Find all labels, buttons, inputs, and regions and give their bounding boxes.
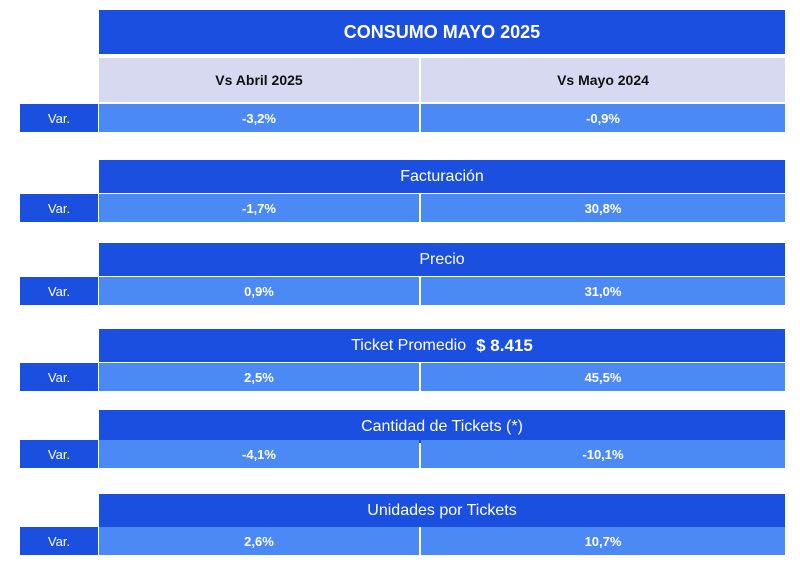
- var-label: Var.: [20, 440, 98, 468]
- section-header-ticket-promedio: Ticket Promedio $ 8.415: [99, 329, 785, 362]
- column-header-vs-mayo: Vs Mayo 2024: [421, 58, 785, 102]
- unidades-tickets-vs-mayo-value: 10,7%: [421, 527, 785, 555]
- consumo-vs-mayo-value: -0,9%: [421, 104, 785, 132]
- precio-vs-abril-value: 0,9%: [99, 277, 419, 305]
- section-title: Precio: [419, 250, 465, 268]
- section-header-cantidad-tickets: Cantidad de Tickets (*): [99, 410, 785, 443]
- section-title: Facturación: [400, 167, 484, 185]
- ticket-promedio-vs-abril-value: 2,5%: [99, 363, 419, 391]
- var-label: Var.: [20, 363, 98, 391]
- ticket-promedio-amount: $ 8.415: [476, 335, 533, 355]
- facturacion-vs-abril-value: -1,7%: [99, 194, 419, 222]
- var-label: Var.: [20, 277, 98, 305]
- cantidad-tickets-vs-abril-value: -4,1%: [99, 440, 419, 468]
- ticket-promedio-vs-mayo-value: 45,5%: [421, 363, 785, 391]
- section-title: Ticket Promedio: [351, 336, 467, 354]
- facturacion-vs-mayo-value: 30,8%: [421, 194, 785, 222]
- var-label: Var.: [20, 104, 98, 132]
- consumo-vs-abril-value: -3,2%: [99, 104, 419, 132]
- unidades-tickets-vs-abril-value: 2,6%: [99, 527, 419, 555]
- var-label: Var.: [20, 194, 98, 222]
- section-title: Cantidad de Tickets (*): [361, 417, 523, 435]
- column-header-vs-abril: Vs Abril 2025: [99, 58, 419, 102]
- precio-vs-mayo-value: 31,0%: [421, 277, 785, 305]
- section-header-facturacion: Facturación: [99, 160, 785, 193]
- cantidad-tickets-vs-mayo-value: -10,1%: [421, 440, 785, 468]
- section-header-precio: Precio: [99, 243, 785, 276]
- section-title: Unidades por Tickets: [367, 501, 517, 519]
- var-label: Var.: [20, 527, 98, 555]
- section-header-unidades-por-tickets: Unidades por Tickets: [99, 494, 785, 527]
- report-title: CONSUMO MAYO 2025: [99, 10, 785, 54]
